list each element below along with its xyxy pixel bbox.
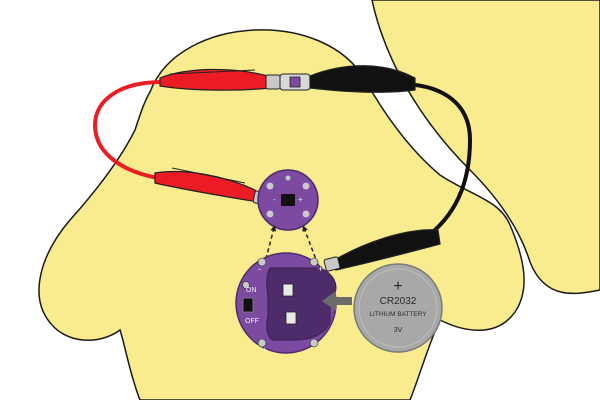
black-clip-bottom bbox=[335, 229, 441, 271]
black-clip-top bbox=[309, 65, 416, 93]
black-wire bbox=[403, 82, 473, 240]
battery-plus-symbol: + bbox=[393, 278, 402, 295]
battery-voltage: 3V bbox=[394, 327, 403, 334]
red-clip-top bbox=[159, 68, 271, 91]
led-minus-label: - bbox=[273, 195, 276, 204]
black-alligator-lead bbox=[309, 65, 473, 272]
holder-minus-label: - bbox=[258, 264, 261, 274]
led-plus-label: + bbox=[298, 195, 303, 204]
battery-cup bbox=[266, 267, 337, 341]
battery-type: LITHIUM BATTERY bbox=[369, 311, 427, 318]
power-switch[interactable] bbox=[242, 297, 254, 313]
coin-cell-battery: + CR2032 LITHIUM BATTERY 3V bbox=[353, 263, 443, 353]
clip-joint bbox=[279, 73, 311, 91]
switch-off-label: OFF bbox=[245, 318, 259, 325]
holder-plus-label: + bbox=[318, 264, 323, 274]
led-board: + - bbox=[257, 169, 319, 231]
switch-on-label: ON bbox=[246, 287, 257, 294]
red-wire bbox=[92, 80, 164, 180]
battery-model: CR2032 bbox=[380, 296, 417, 307]
battery-holder: ON OFF - + + bbox=[235, 252, 337, 354]
arrow-left-icon bbox=[322, 291, 352, 311]
led-chip-icon bbox=[281, 194, 295, 206]
holder-plus-label-bottom: + bbox=[262, 345, 267, 354]
